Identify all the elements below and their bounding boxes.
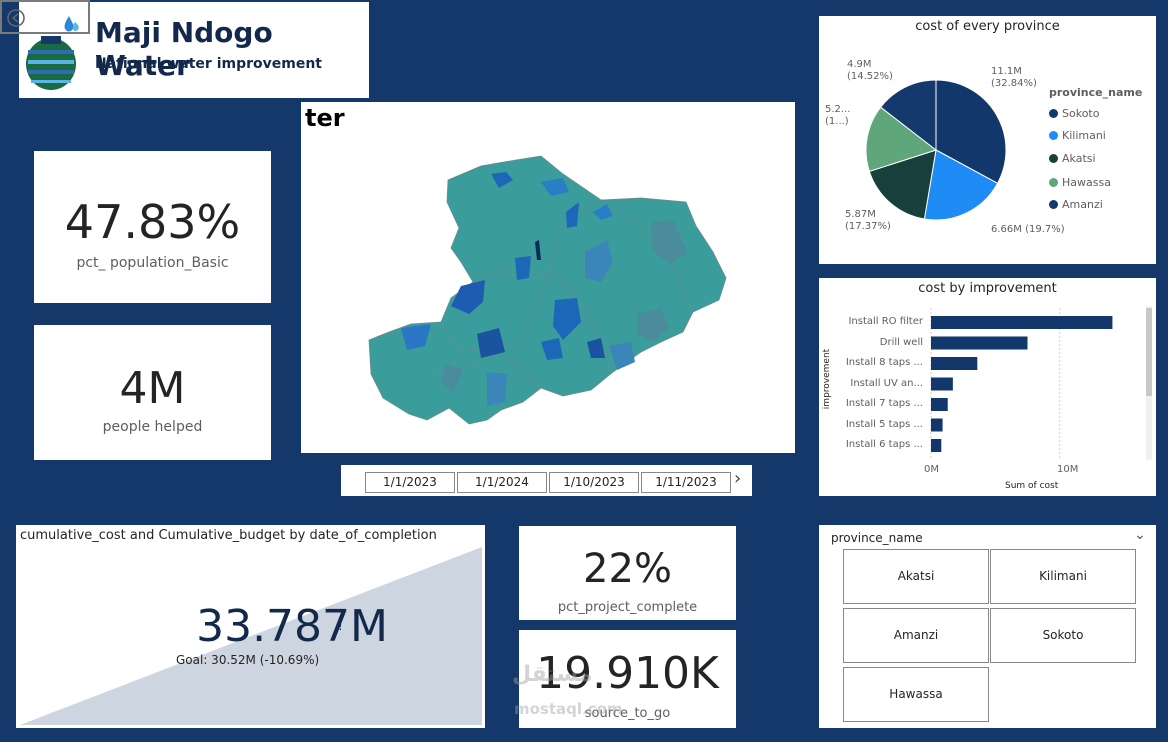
kpi-value: 47.83% (64, 195, 241, 249)
chart-title: cumulative_cost and Cumulative_budget by… (20, 528, 437, 543)
kpi-label: pct_project_complete (557, 600, 698, 615)
x-axis-title: Sum of cost (1005, 481, 1059, 491)
bar-category-label: Drill well (879, 336, 923, 348)
legend-dot-icon (1049, 109, 1058, 118)
kpi-label: pct_ population_Basic (76, 255, 229, 271)
cumulative-cost-card[interactable]: cumulative_cost and Cumulative_budget by… (16, 525, 485, 728)
area-plot (20, 547, 482, 725)
legend-label: Amanzi (1062, 198, 1103, 211)
slicer-title: province_name (831, 531, 923, 545)
bar-1 (931, 336, 1028, 350)
legend-label: Hawassa (1062, 176, 1111, 189)
back-arrow-icon[interactable] (6, 8, 26, 28)
date-option[interactable]: 1/11/2023 (641, 472, 731, 493)
kpi-card-source-to-go: 19.910K source_to_go (519, 630, 736, 728)
bar-category-label: Install 8 taps ... (845, 357, 923, 368)
cumulative-goal: Goal: 30.52M (-10.69%) (176, 653, 320, 667)
legend-label: Kilimani (1062, 129, 1106, 142)
date-slicer: 1/1/2023 1/1/2024 1/10/2023 1/11/2023 › (341, 465, 752, 496)
slicer-option-kilimani[interactable]: Kilimani (990, 549, 1136, 604)
legend-dot-icon (1049, 178, 1058, 187)
date-option[interactable]: 1/1/2023 (365, 472, 455, 493)
scrollbar-thumb[interactable] (1146, 308, 1152, 396)
legend-item-hawassa[interactable]: Hawassa (1049, 176, 1111, 189)
legend-label: Sokoto (1062, 107, 1100, 120)
cumulative-value: 33.787M (196, 601, 388, 652)
kpi-label: people helped (102, 419, 203, 435)
focus-mode-frame[interactable] (0, 0, 90, 34)
slicer-option-akatsi[interactable]: Akatsi (843, 549, 989, 604)
chevron-right-icon[interactable]: › (734, 468, 742, 489)
legend-item-kilimani[interactable]: Kilimani (1049, 129, 1106, 142)
legend-dot-icon (1049, 154, 1058, 163)
legend-title: province_name (1049, 86, 1143, 99)
bar-2 (931, 357, 978, 370)
bar-6 (931, 439, 942, 452)
pie-slice-hawassa (865, 106, 938, 173)
bar-4 (931, 398, 948, 411)
map-shape[interactable] (301, 102, 795, 453)
pie-slice-akatsi (868, 149, 937, 220)
legend-dot-icon (1049, 131, 1058, 140)
chart-title: cost by improvement (918, 281, 1057, 296)
legend-item-sokoto[interactable]: Sokoto (1049, 107, 1099, 120)
x-tick-label: 10M (1057, 464, 1079, 475)
brand-title: Maji Ndogo Water (95, 16, 273, 82)
map-title: ter (305, 104, 345, 132)
pie-label-hawassa: 5.2... (1...) (825, 104, 851, 127)
x-tick-label: 0M (924, 464, 939, 475)
bar-category-label: Install 6 taps ... (845, 439, 923, 450)
kpi-card-pct-population-basic: 47.83% pct_ population_Basic (34, 151, 271, 303)
province-map[interactable]: ter (301, 102, 795, 453)
bar-0 (931, 316, 1113, 329)
bar-category-label: Install RO filter (848, 316, 923, 327)
slicer-option-hawassa[interactable]: Hawassa (843, 667, 989, 722)
kpi-value: 4M (119, 363, 186, 414)
kpi-value: 22% (583, 546, 672, 592)
legend-label: Akatsi (1062, 152, 1096, 165)
water-pot-logo-icon (26, 16, 79, 90)
bar-3 (931, 377, 953, 391)
chevron-down-icon[interactable]: ⌄ (1134, 527, 1146, 543)
pie-label-sokoto: 11.1M (32.84%) (991, 66, 1037, 89)
slicer-option-sokoto[interactable]: Sokoto (990, 608, 1136, 663)
kpi-value: 19.910K (536, 648, 719, 699)
brand-subtitle: National water improvement (95, 56, 323, 72)
legend-item-amanzi[interactable]: Amanzi (1049, 198, 1103, 211)
pie-label-amanzi: 4.9M (14.52%) (847, 59, 893, 82)
kpi-card-pct-project-complete: 22% pct_project_complete (519, 526, 736, 620)
bar-plot[interactable] (819, 278, 1156, 496)
pie-slice-kilimani (923, 149, 999, 221)
province-slicer: province_name ⌄ Akatsi Kilimani Amanzi S… (819, 525, 1156, 728)
pie-label-kilimani: 6.66M (19.7%) (991, 224, 1065, 235)
bar-5 (931, 418, 943, 432)
pie-slice-amanzi (879, 79, 937, 152)
bar-category-label: Install 7 taps ... (845, 398, 923, 409)
bar-category-label: Install 5 taps ... (845, 418, 923, 430)
slicer-option-amanzi[interactable]: Amanzi (843, 608, 989, 663)
pie-plot[interactable] (819, 16, 1156, 264)
logo-banner: Maji Ndogo Water National water improvem… (19, 2, 369, 98)
date-option[interactable]: 1/10/2023 (549, 472, 639, 493)
kpi-card-people-helped: 4M people helped (34, 325, 271, 460)
watermark-text: mostaql.com (514, 700, 623, 718)
bar-category-label: Install UV an... (850, 377, 923, 389)
legend-item-akatsi[interactable]: Akatsi (1049, 152, 1096, 165)
chart-title: cost of every province (915, 19, 1060, 34)
legend-dot-icon (1049, 200, 1058, 209)
cost-by-province-chart[interactable]: cost of every province 11.1M (32.84%) 6.… (819, 16, 1156, 264)
date-option[interactable]: 1/1/2024 (457, 472, 547, 493)
pie-slice-sokoto (935, 79, 1007, 185)
pie-label-akatsi: 5.87M (17.37%) (845, 209, 891, 232)
kpi-label: source_to_go (584, 706, 671, 721)
cost-by-improvement-chart[interactable]: cost by improvement improvement Install … (819, 278, 1156, 496)
cumulative-area-series (20, 547, 482, 725)
watermark-logo: مستقل (512, 662, 593, 687)
warning-icon: ! (338, 619, 343, 633)
